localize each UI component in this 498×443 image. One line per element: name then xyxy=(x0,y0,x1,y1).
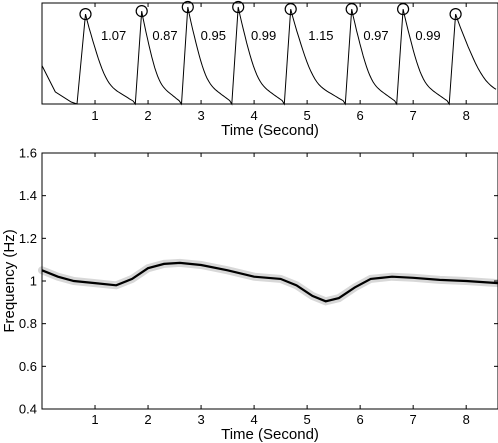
frequency-y-ticks: 0.4 0.6 0.8 1 1.2 1.4 1.6 xyxy=(19,146,498,417)
frequency-y-axis-label: Frequency (Hz) xyxy=(1,229,18,332)
pulse-interval-label: 0.99 xyxy=(415,28,440,43)
frequency-x-tick-label: 3 xyxy=(197,412,204,427)
frequency-x-tick-label: 1 xyxy=(91,412,98,427)
pulse-peak-marker xyxy=(449,8,462,21)
pulse-x-tick-label: 6 xyxy=(357,108,364,123)
pulse-x-axis-label: Time (Second) xyxy=(221,122,319,139)
pulse-interval-labels: 1.07 0.87 0.95 0.99 1.15 0.97 0.99 xyxy=(101,28,441,43)
frequency-x-tick-label: 6 xyxy=(357,412,364,427)
pulse-x-tick-label: 2 xyxy=(144,108,151,123)
frequency-x-tick-label: 7 xyxy=(410,412,417,427)
pulse-series-line xyxy=(41,6,497,106)
pulse-peak-marker xyxy=(135,5,148,18)
frequency-y-tick-label: 0.6 xyxy=(19,359,37,374)
pulse-x-tick-label: 3 xyxy=(197,108,204,123)
pulse-peak-marker xyxy=(345,3,358,16)
pulse-interval-label: 0.99 xyxy=(251,28,276,43)
frequency-x-axis-label: Time (Second) xyxy=(221,426,319,443)
frequency-panel: 1 2 3 4 5 6 7 8 0.4 0.6 0.8 1 1.2 1.4 1.6 Time (Secon… xyxy=(1,146,498,443)
frequency-x-tick-label: 2 xyxy=(144,412,151,427)
frequency-y-tick-label: 1.6 xyxy=(19,146,37,161)
frequency-y-tick-label: 0.8 xyxy=(19,316,37,331)
frequency-x-tick-label: 8 xyxy=(463,412,470,427)
frequency-x-tick-label: 4 xyxy=(250,412,257,427)
pulse-interval-label: 0.95 xyxy=(201,28,226,43)
frequency-ridge xyxy=(38,258,498,306)
pulse-x-tick-label: 7 xyxy=(410,108,417,123)
pulse-peak-marker xyxy=(181,0,194,14)
pulse-interval-label: 0.87 xyxy=(152,28,177,43)
pulse-x-tick-label: 4 xyxy=(250,108,257,123)
frequency-y-tick-label: 1.2 xyxy=(19,231,37,246)
pulse-x-tick-label: 5 xyxy=(303,108,310,123)
pulse-peak-marker xyxy=(232,0,245,14)
frequency-x-ticks: 1 2 3 4 5 6 7 8 xyxy=(91,153,470,427)
frequency-y-tick-label: 1.4 xyxy=(19,188,37,203)
pulse-x-tick-label: 1 xyxy=(91,108,98,123)
pulse-x-tick-label: 8 xyxy=(463,108,470,123)
pulse-panel: 1.07 0.87 0.95 0.99 1.15 0.97 0.99 1 2 3 4 5 6 7 8 Ti… xyxy=(41,0,498,139)
pulse-interval-label: 1.15 xyxy=(308,28,333,43)
pulse-interval-label: 0.97 xyxy=(363,28,388,43)
frequency-x-tick-label: 5 xyxy=(303,412,310,427)
frequency-ridge-line xyxy=(41,261,498,303)
pulse-peak-markers xyxy=(79,0,462,21)
pulse-interval-label: 1.07 xyxy=(101,28,126,43)
pulse-x-ticks: 1 2 3 4 5 6 7 8 xyxy=(91,3,470,123)
pulse-peak-marker xyxy=(284,3,297,16)
pulse-peak-marker xyxy=(397,3,410,16)
pulse-plot-area xyxy=(41,2,498,105)
frequency-y-tick-label: 1 xyxy=(30,274,37,289)
frequency-y-tick-label: 0.4 xyxy=(19,402,37,417)
pulse-peak-marker xyxy=(79,8,92,21)
